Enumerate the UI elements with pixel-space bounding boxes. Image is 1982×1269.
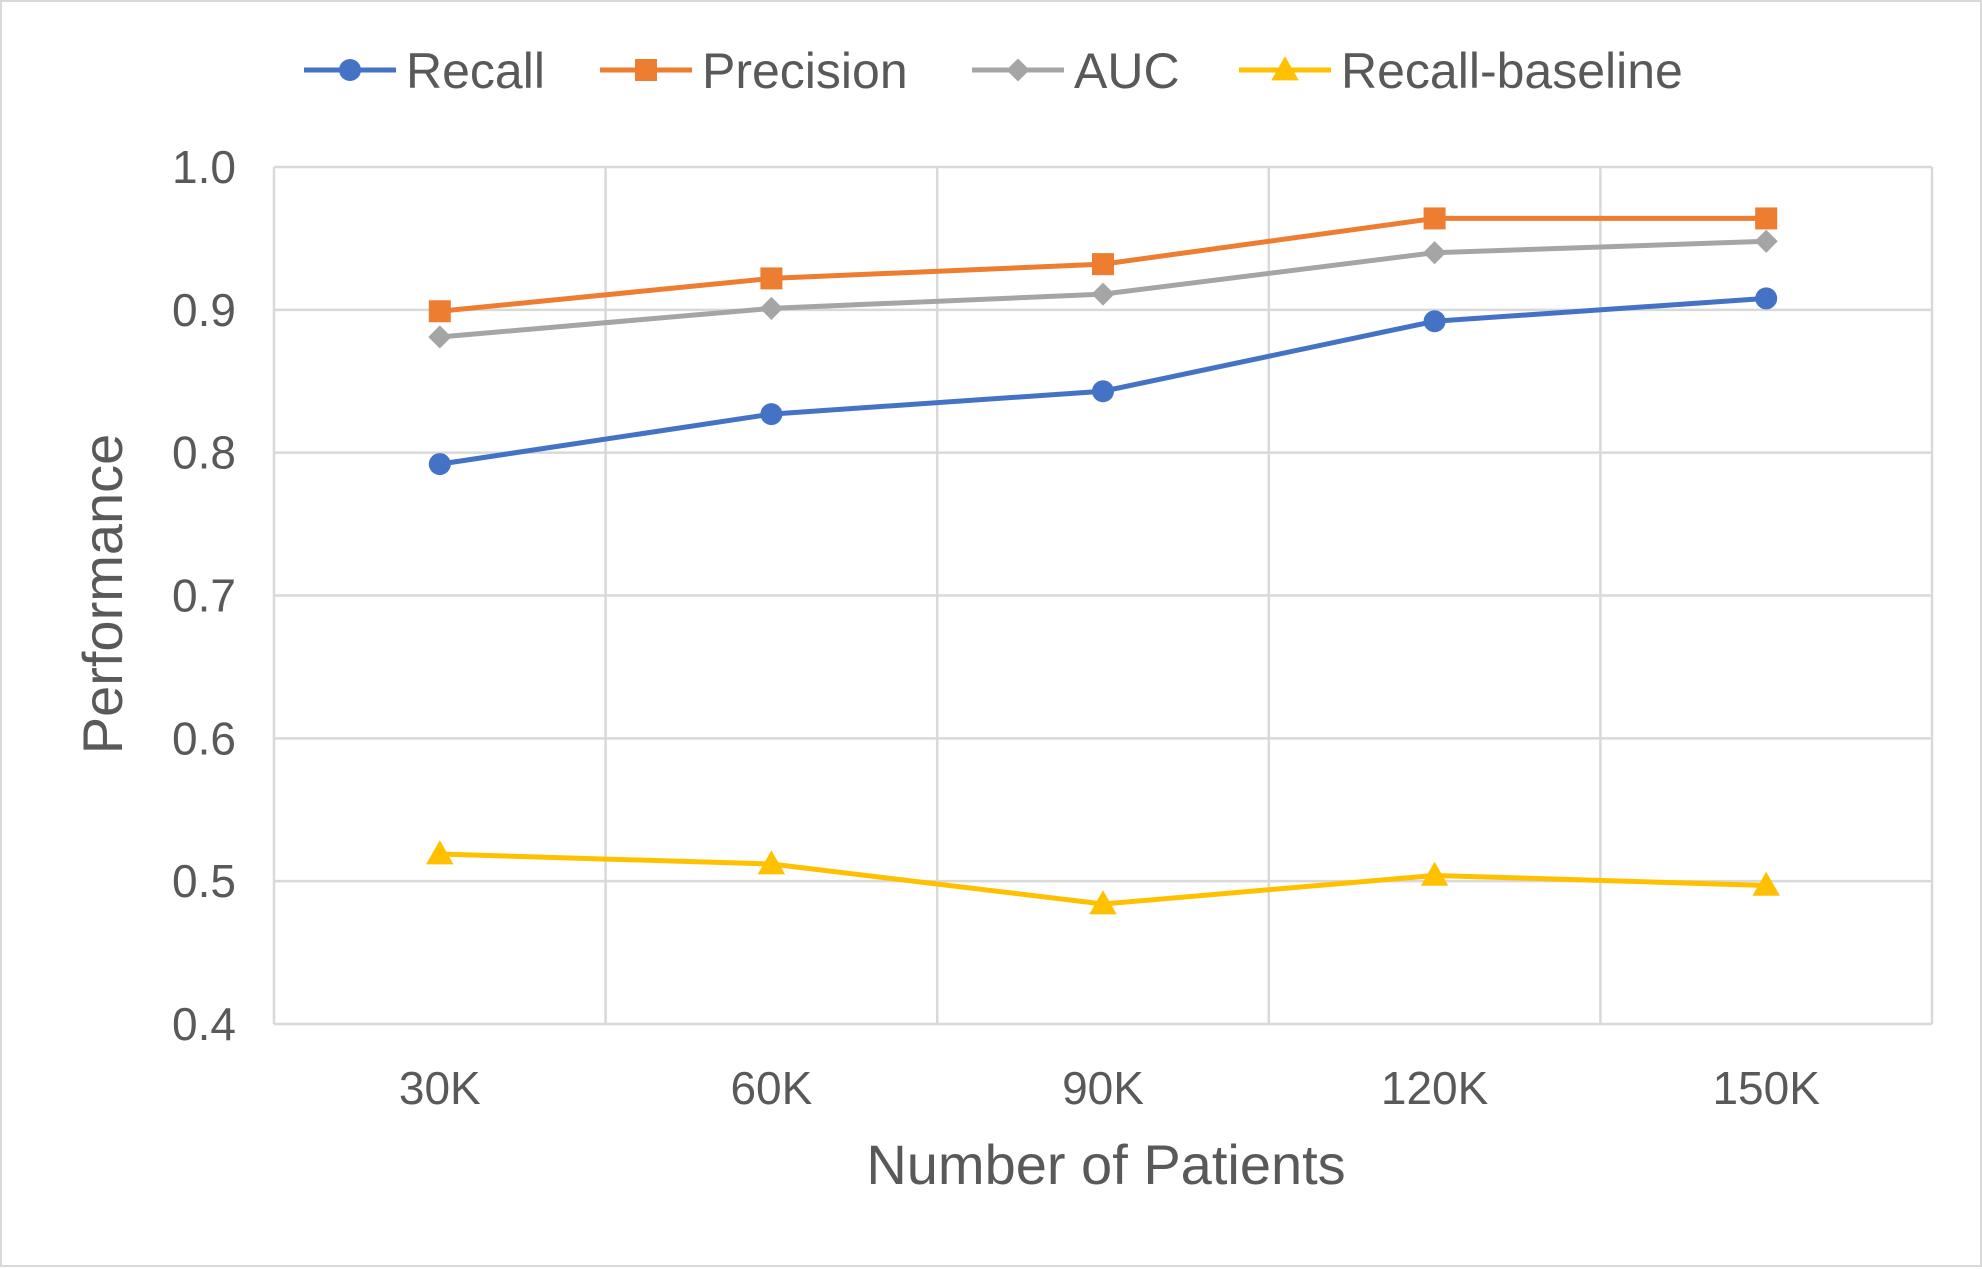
legend-marker bbox=[635, 59, 657, 81]
legend-label: Recall-baseline bbox=[1341, 43, 1683, 99]
y-tick-label: 0.9 bbox=[172, 284, 236, 336]
data-point bbox=[1423, 241, 1447, 265]
y-tick-label: 0.8 bbox=[172, 427, 236, 479]
data-point bbox=[1092, 253, 1114, 276]
data-point bbox=[428, 300, 451, 323]
series-precision bbox=[428, 207, 1778, 323]
data-point bbox=[760, 403, 783, 426]
y-tick-label: 0.4 bbox=[172, 998, 236, 1050]
legend-item: AUC bbox=[972, 43, 1180, 99]
series-auc bbox=[428, 229, 1778, 349]
y-axis-title: Performance bbox=[71, 434, 134, 755]
data-point bbox=[759, 296, 783, 320]
data-point bbox=[1755, 287, 1778, 310]
data-point bbox=[760, 267, 783, 290]
legend-item: Recall bbox=[304, 43, 545, 99]
legend-label: Precision bbox=[702, 43, 908, 99]
legend-marker bbox=[339, 59, 361, 81]
data-point bbox=[1089, 890, 1117, 915]
y-tick-label: 0.6 bbox=[172, 712, 236, 764]
data-point bbox=[1420, 861, 1449, 886]
y-tick-label: 0.5 bbox=[172, 855, 236, 907]
x-tick-label: 150K bbox=[1712, 1062, 1820, 1114]
data-point bbox=[428, 325, 452, 349]
data-point bbox=[1752, 871, 1780, 896]
data-point bbox=[1423, 207, 1446, 230]
y-tick-label: 0.7 bbox=[172, 570, 236, 622]
x-tick-labels: 30K 60K 90K 120K 150K bbox=[399, 1062, 1820, 1114]
series-recall bbox=[428, 287, 1778, 476]
legend-item: Recall-baseline bbox=[1239, 43, 1683, 99]
x-tick-label: 90K bbox=[1062, 1062, 1144, 1114]
x-tick-label: 120K bbox=[1381, 1062, 1489, 1114]
data-point bbox=[428, 453, 451, 476]
legend-item: Precision bbox=[600, 43, 908, 99]
data-point bbox=[1755, 207, 1778, 230]
legend-label: AUC bbox=[1074, 43, 1180, 99]
series-recall-baseline bbox=[426, 840, 1780, 915]
data-point bbox=[757, 850, 786, 875]
y-tick-label: 1.0 bbox=[172, 141, 236, 193]
data-point bbox=[1091, 282, 1115, 306]
x-tick-label: 60K bbox=[730, 1062, 812, 1114]
series-lines bbox=[426, 207, 1780, 915]
x-tick-label: 30K bbox=[399, 1062, 481, 1114]
legend-label: Recall bbox=[406, 43, 545, 99]
data-point bbox=[1092, 380, 1114, 403]
legend: Recall Precision AUC Recall-baseline bbox=[304, 43, 1683, 99]
data-point bbox=[1754, 229, 1778, 253]
legend-marker bbox=[1006, 58, 1030, 82]
data-point bbox=[1423, 310, 1446, 333]
y-tick-labels: 0.4 0.5 0.6 0.7 0.8 0.9 1.0 bbox=[172, 141, 236, 1050]
data-point bbox=[426, 840, 454, 865]
legend-marker bbox=[1271, 56, 1299, 81]
x-axis-title: Number of Patients bbox=[866, 1133, 1345, 1196]
